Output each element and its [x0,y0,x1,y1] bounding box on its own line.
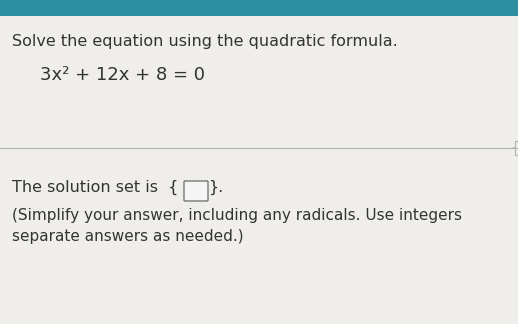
Text: The solution set is  {: The solution set is { [12,180,178,195]
FancyBboxPatch shape [184,181,208,201]
Text: 3x² + 12x + 8 = 0: 3x² + 12x + 8 = 0 [40,66,205,84]
Text: Solve the equation using the quadratic formula.: Solve the equation using the quadratic f… [12,34,398,49]
Text: (Simplify your answer, including any radicals. Use integers
separate answers as : (Simplify your answer, including any rad… [12,208,462,244]
Text: }.: }. [208,180,223,195]
FancyBboxPatch shape [0,0,518,16]
